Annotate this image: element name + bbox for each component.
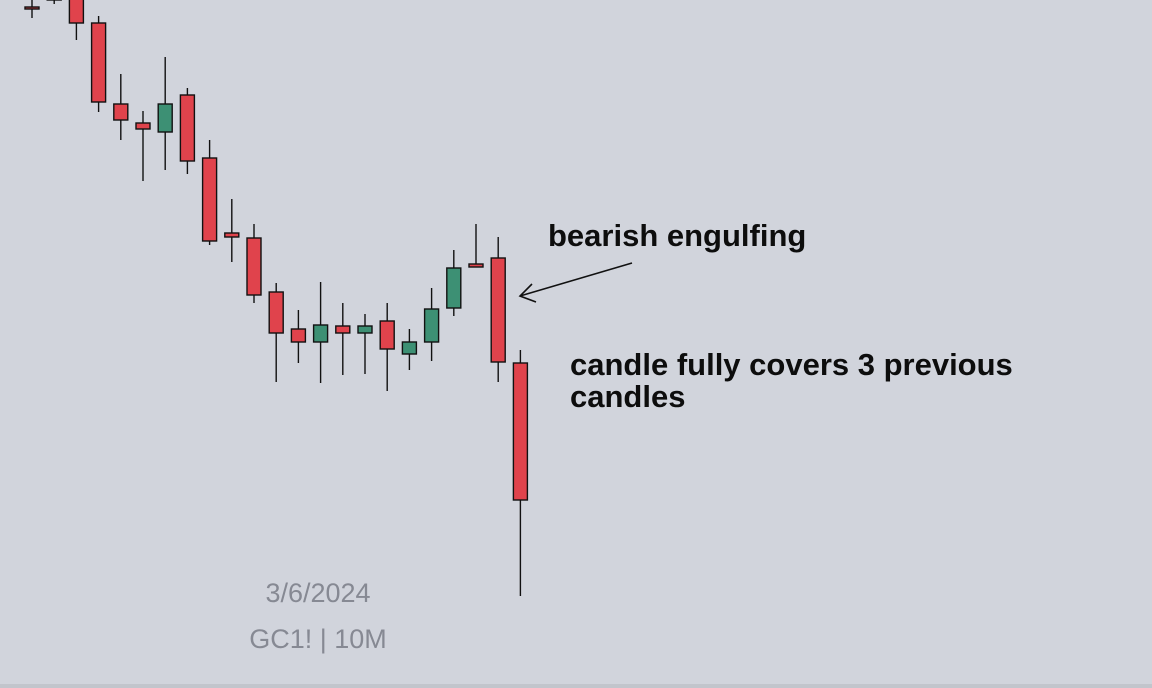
candle-body-bullish xyxy=(446,267,462,309)
candle-body-bearish xyxy=(246,237,262,296)
candle-11 xyxy=(246,224,262,303)
candle-17 xyxy=(379,303,395,391)
candle-14 xyxy=(312,282,329,383)
candle-2 xyxy=(46,0,62,4)
candle-body-bearish xyxy=(268,291,284,334)
candle-16 xyxy=(357,314,373,374)
candle-body-bearish xyxy=(224,232,240,238)
candle-body-bullish xyxy=(401,341,418,355)
annotation-bearish-engulfing: bearish engulfing xyxy=(548,218,807,253)
watermark-date: 3/6/2024 xyxy=(265,578,371,608)
candle-20 xyxy=(446,250,462,316)
candle-body-bearish xyxy=(490,257,506,363)
candle-body-bullish xyxy=(157,103,173,133)
candle-body-bearish xyxy=(68,0,85,24)
candles-group xyxy=(24,0,529,596)
candle-7 xyxy=(157,57,173,170)
candle-body-bearish xyxy=(512,362,529,501)
candle-body-bearish xyxy=(201,157,218,242)
candle-10 xyxy=(224,199,240,262)
candle-body-bearish xyxy=(24,6,40,10)
candle-body-bearish xyxy=(135,122,151,130)
candle-12 xyxy=(268,283,284,382)
annotation-candle-covers: candle fully covers 3 previous candles xyxy=(570,347,1013,414)
candle-body-bearish xyxy=(179,94,196,162)
candle-21 xyxy=(468,224,484,268)
candle-5 xyxy=(113,74,129,140)
candle-4 xyxy=(90,16,107,112)
candle-3 xyxy=(68,0,85,40)
bottom-border xyxy=(0,684,1152,688)
candle-6 xyxy=(135,111,151,181)
annotation-arrow xyxy=(518,262,633,303)
candle-8 xyxy=(179,88,196,174)
candle-body-bearish xyxy=(379,320,395,350)
candle-body-bullish xyxy=(423,308,440,343)
candle-9 xyxy=(201,140,218,245)
candle-15 xyxy=(335,303,351,375)
candle-19 xyxy=(423,288,440,361)
candle-1 xyxy=(24,0,40,18)
candle-body-bearish xyxy=(468,263,484,268)
candle-body-bearish xyxy=(113,103,129,121)
candle-body-bearish xyxy=(335,325,351,334)
candle-body-bullish xyxy=(312,324,329,343)
candle-13 xyxy=(290,310,307,363)
candle-18 xyxy=(401,329,418,370)
candle-body-bearish xyxy=(290,328,307,343)
candle-body-bearish xyxy=(90,22,107,103)
watermark-symbol: GC1! | 10M xyxy=(249,624,387,654)
candle-23 xyxy=(512,350,529,596)
candle-22 xyxy=(490,237,506,382)
candle-body-bullish xyxy=(357,325,373,334)
